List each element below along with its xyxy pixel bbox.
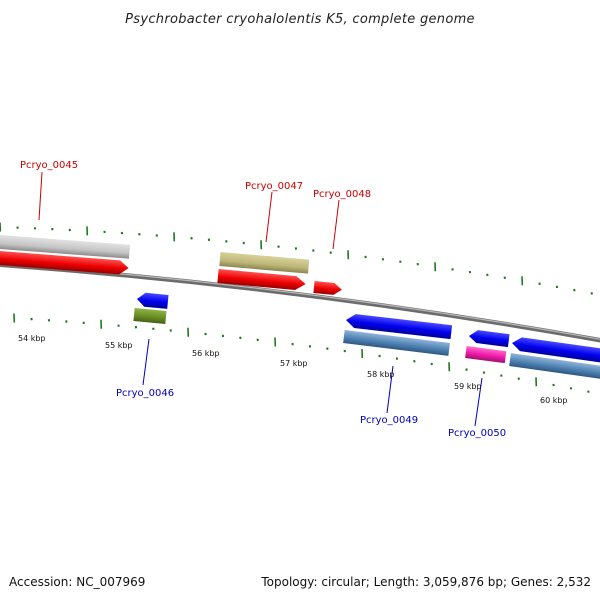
- gene-bar-pcryo-0050[interactable]: [465, 346, 507, 364]
- tick-row-lower: [13, 313, 590, 393]
- kbp-label-55: 55 kbp: [105, 341, 133, 350]
- gene-arrow-pcryo-0046[interactable]: [136, 292, 169, 309]
- gene-bar-pcryo-0047[interactable]: [219, 252, 310, 274]
- kbp-label-60: 60 kbp: [540, 396, 568, 405]
- gene-arrow-pcryo-0047[interactable]: [217, 269, 306, 291]
- genome-summary: Topology: circular; Length: 3,059,876 bp…: [260, 575, 591, 589]
- gene-label-pcryo-0047[interactable]: Pcryo_0047: [245, 181, 303, 192]
- kbp-label-59: 59 kbp: [454, 382, 482, 391]
- gene-label-pcryo-0046[interactable]: Pcryo_0046: [116, 388, 174, 399]
- kbp-label-56: 56 kbp: [192, 349, 220, 358]
- kbp-label-58: 58 kbp: [367, 370, 395, 379]
- gene-arrow-pcryo-0048[interactable]: [313, 281, 342, 296]
- gene-bar-gray[interactable]: [0, 234, 131, 259]
- gene-arrow-pcryo-0049[interactable]: [345, 313, 453, 340]
- map-title: Psychrobacter cryohalolentis K5, complet…: [125, 12, 475, 27]
- genome-backbone: [0, 262, 600, 343]
- gene-arrow-pcryo-0045[interactable]: [0, 250, 129, 275]
- kbp-label-54: 54 kbp: [18, 334, 46, 343]
- gene-label-pcryo-0050[interactable]: Pcryo_0050: [448, 428, 506, 439]
- callout-lines: [38, 171, 483, 427]
- gene-bar-neighbor[interactable]: [509, 353, 600, 380]
- kbp-label-57: 57 kbp: [280, 359, 308, 368]
- gene-bar-pcryo-0049[interactable]: [343, 330, 450, 356]
- gene-label-pcryo-0049[interactable]: Pcryo_0049: [360, 415, 418, 426]
- gene-label-pcryo-0048[interactable]: Pcryo_0048: [313, 189, 371, 200]
- accession-label: Accession: NC_007969: [9, 575, 145, 589]
- gene-arrow-pcryo-0050[interactable]: [468, 329, 510, 348]
- gene-arrow-neighbor[interactable]: [511, 336, 600, 364]
- tick-row-upper: [0, 222, 593, 295]
- gene-label-pcryo-0045[interactable]: Pcryo_0045: [20, 160, 78, 171]
- gene-bar-pcryo-0046[interactable]: [133, 308, 167, 324]
